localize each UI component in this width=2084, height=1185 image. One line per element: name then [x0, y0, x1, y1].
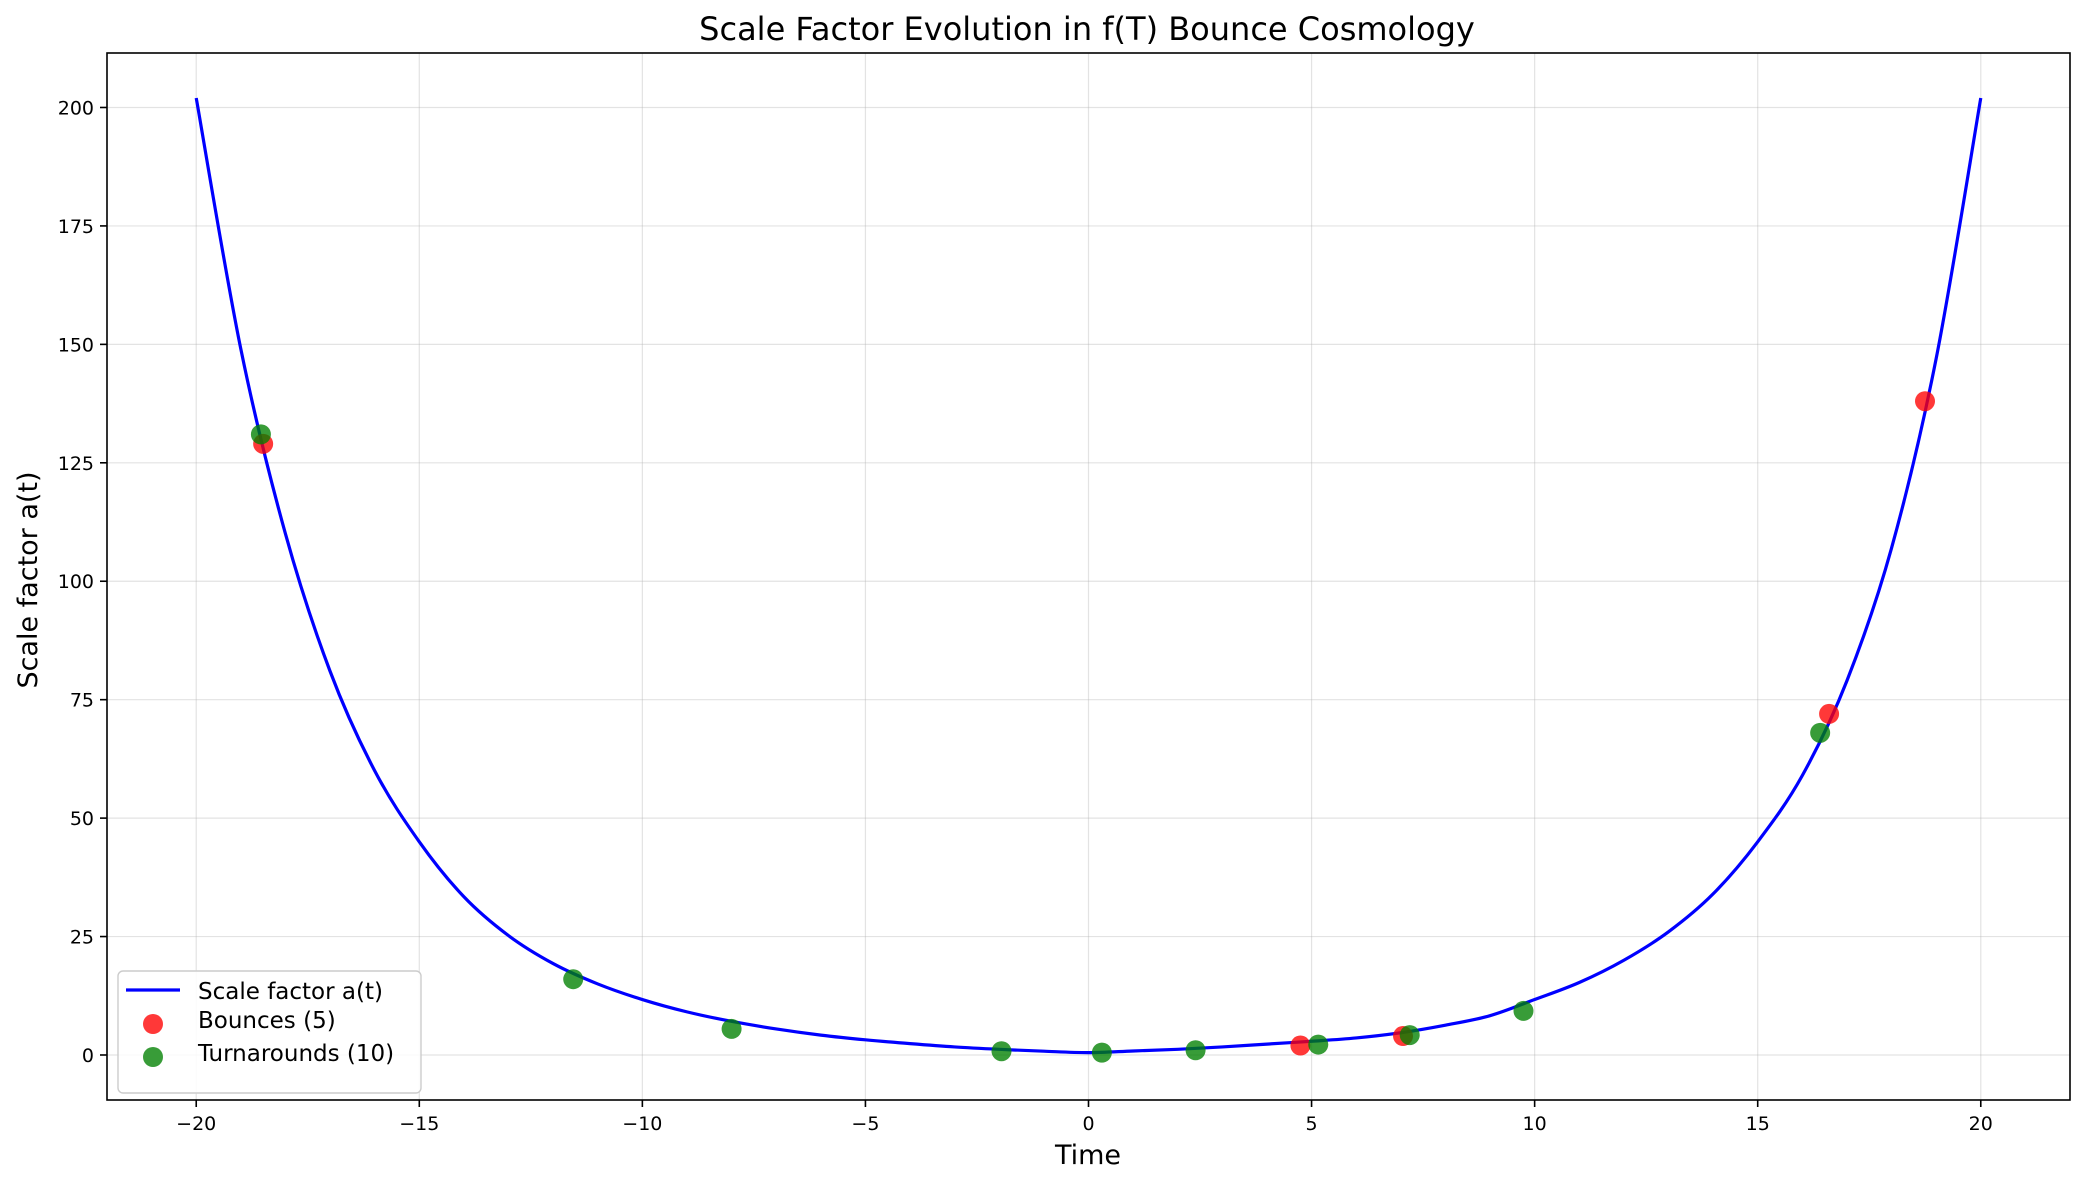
x-axis-label: Time [1054, 1140, 1121, 1171]
y-tick-label: 150 [58, 334, 94, 356]
turnaround-point [1399, 1025, 1420, 1046]
y-axis-label: Scale factor a(t) [13, 471, 44, 688]
turnaround-point [991, 1041, 1012, 1062]
y-tick-label: 50 [70, 808, 94, 830]
x-tick-label: 10 [1523, 1113, 1547, 1135]
x-tick-label: 5 [1306, 1113, 1318, 1135]
turnaround-point [1308, 1034, 1329, 1055]
turnaround-point [1513, 1000, 1534, 1021]
y-axis: 0 25 50 75 100 125 150 175 200 [58, 97, 107, 1067]
x-axis: −20 −15 −10 −5 0 5 10 15 20 [176, 1100, 1993, 1135]
legend-marker-swatch [143, 1047, 163, 1067]
y-tick-label: 25 [70, 927, 94, 949]
legend-label: Turnarounds (10) [197, 1041, 394, 1067]
turnaround-point [1091, 1042, 1112, 1063]
x-tick-label: −15 [399, 1113, 439, 1135]
scale-factor-line [194, 97, 1983, 1055]
legend-label: Bounces (5) [198, 1008, 336, 1034]
x-tick-label: −10 [622, 1113, 662, 1135]
legend-label: Scale factor a(t) [198, 979, 383, 1005]
bounce-point [1915, 391, 1936, 412]
bounce-point [1290, 1035, 1311, 1056]
x-tick-label: −5 [851, 1113, 879, 1135]
chart-title: Scale Factor Evolution in f(T) Bounce Co… [699, 10, 1475, 48]
turnaround-point [1185, 1040, 1206, 1061]
y-tick-label: 175 [58, 216, 94, 238]
turnaround-point [563, 969, 584, 990]
y-tick-label: 100 [58, 571, 94, 593]
legend-marker-swatch [143, 1014, 163, 1034]
grid [107, 53, 2070, 1100]
x-tick-label: −20 [176, 1113, 216, 1135]
legend: Scale factor a(t) Bounces (5) Turnarounds … [117, 970, 422, 1094]
x-tick-label: 20 [1969, 1113, 1993, 1135]
y-tick-label: 75 [70, 690, 94, 712]
series-layer [194, 97, 1983, 1063]
x-tick-label: 0 [1082, 1113, 1094, 1135]
legend-box [117, 970, 422, 1094]
y-tick-label: 0 [82, 1045, 94, 1067]
bounce-point [1819, 703, 1840, 724]
y-tick-label: 125 [58, 453, 94, 475]
x-tick-label: 15 [1746, 1113, 1770, 1135]
turnaround-point [1810, 722, 1831, 743]
y-tick-label: 200 [58, 97, 94, 119]
turnaround-point [250, 424, 271, 445]
turnaround-point [721, 1018, 742, 1039]
